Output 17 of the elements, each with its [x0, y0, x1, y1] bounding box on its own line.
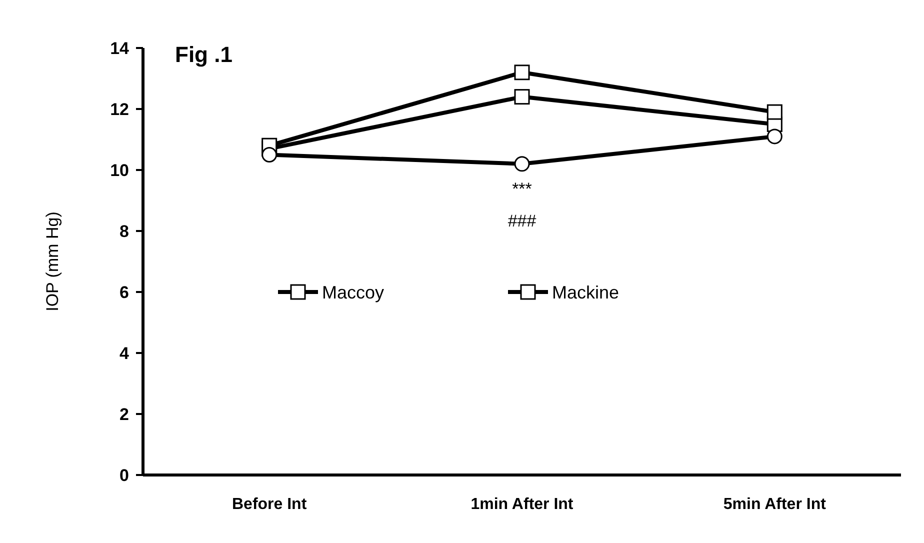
chart-title: Fig .1 [175, 42, 232, 67]
x-tick-label: 5min After Int [723, 496, 827, 513]
y-tick-label: 0 [120, 466, 129, 485]
x-tick-label: 1min After Int [470, 496, 574, 513]
legend-label: Mackine [552, 282, 620, 302]
annotation: *** [512, 179, 532, 198]
y-axis-title: IOP (mm Hg) [43, 212, 62, 312]
y-tick-label: 12 [110, 100, 129, 119]
y-tick-label: 14 [110, 38, 130, 58]
y-tick-label: 6 [120, 282, 129, 302]
y-tick-label: 10 [110, 160, 129, 180]
legend-label: Maccoy [322, 282, 384, 302]
y-tick-label: 2 [120, 404, 129, 424]
x-tick-label: Before Int [232, 496, 308, 513]
y-tick-label: 8 [120, 222, 129, 241]
y-tick-label: 4 [120, 344, 130, 363]
annotation: ### [508, 211, 537, 230]
